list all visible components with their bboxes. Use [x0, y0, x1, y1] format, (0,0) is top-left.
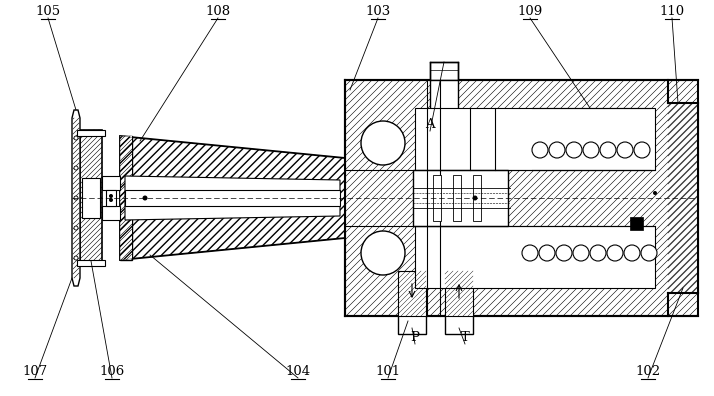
Circle shape: [549, 142, 565, 158]
Bar: [398, 314, 426, 334]
Circle shape: [653, 191, 657, 195]
Text: 103: 103: [366, 5, 391, 18]
Bar: [102, 206, 120, 220]
Circle shape: [109, 194, 113, 198]
Circle shape: [583, 142, 599, 158]
Circle shape: [74, 136, 78, 140]
Bar: [430, 62, 458, 80]
Text: 110: 110: [660, 5, 685, 18]
Bar: [413, 170, 508, 226]
Bar: [73, 118, 79, 278]
Text: 102: 102: [635, 365, 660, 378]
Bar: [82, 178, 100, 218]
Bar: [125, 190, 340, 206]
Circle shape: [522, 245, 538, 261]
Bar: [106, 190, 116, 206]
Circle shape: [539, 245, 555, 261]
Circle shape: [641, 245, 657, 261]
Text: 108: 108: [206, 5, 231, 18]
Polygon shape: [125, 176, 340, 220]
Circle shape: [566, 142, 582, 158]
Bar: [415, 108, 655, 170]
Bar: [668, 103, 698, 293]
Circle shape: [74, 256, 78, 260]
Text: T: T: [461, 331, 469, 344]
Circle shape: [109, 198, 113, 202]
Polygon shape: [120, 136, 345, 260]
Bar: [445, 271, 473, 316]
Bar: [80, 130, 102, 266]
Text: 104: 104: [286, 365, 311, 378]
Bar: [102, 176, 120, 190]
Circle shape: [361, 121, 405, 165]
Circle shape: [473, 196, 478, 200]
Text: 109: 109: [518, 5, 543, 18]
Circle shape: [573, 245, 589, 261]
Bar: [345, 80, 698, 316]
Circle shape: [74, 226, 78, 230]
Bar: [120, 136, 132, 260]
Circle shape: [74, 196, 78, 200]
Bar: [430, 80, 458, 118]
Text: 107: 107: [22, 365, 48, 378]
Bar: [433, 175, 441, 221]
Circle shape: [617, 142, 633, 158]
Text: P: P: [411, 331, 420, 344]
Text: 106: 106: [99, 365, 125, 378]
Bar: [445, 314, 473, 334]
Bar: [77, 260, 105, 266]
Text: 101: 101: [376, 365, 401, 378]
Circle shape: [634, 142, 650, 158]
Circle shape: [624, 245, 640, 261]
Bar: [668, 103, 698, 293]
Circle shape: [143, 196, 148, 200]
Circle shape: [607, 245, 623, 261]
Bar: [77, 130, 105, 136]
Circle shape: [600, 142, 616, 158]
Bar: [453, 175, 461, 221]
Bar: [415, 226, 655, 288]
Bar: [630, 217, 643, 230]
Circle shape: [74, 166, 78, 170]
Polygon shape: [72, 110, 80, 286]
Text: A: A: [426, 118, 435, 131]
Bar: [120, 136, 132, 260]
Circle shape: [556, 245, 572, 261]
Text: 105: 105: [36, 5, 61, 18]
Bar: [398, 271, 426, 316]
Circle shape: [590, 245, 606, 261]
Circle shape: [532, 142, 548, 158]
Bar: [473, 175, 481, 221]
Circle shape: [361, 231, 405, 275]
